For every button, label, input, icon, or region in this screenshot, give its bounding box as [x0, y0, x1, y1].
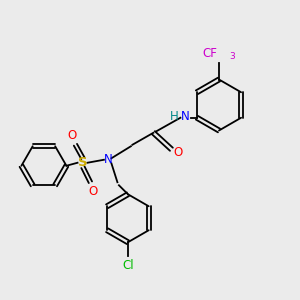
- Text: S: S: [78, 156, 88, 169]
- Text: O: O: [89, 185, 98, 198]
- Text: O: O: [68, 129, 77, 142]
- Text: CF: CF: [202, 47, 217, 60]
- Text: 3: 3: [230, 52, 235, 61]
- Text: Cl: Cl: [122, 259, 134, 272]
- Text: H: H: [170, 110, 179, 123]
- Text: N: N: [180, 110, 189, 123]
- Text: N: N: [104, 153, 113, 166]
- Text: O: O: [174, 146, 183, 159]
